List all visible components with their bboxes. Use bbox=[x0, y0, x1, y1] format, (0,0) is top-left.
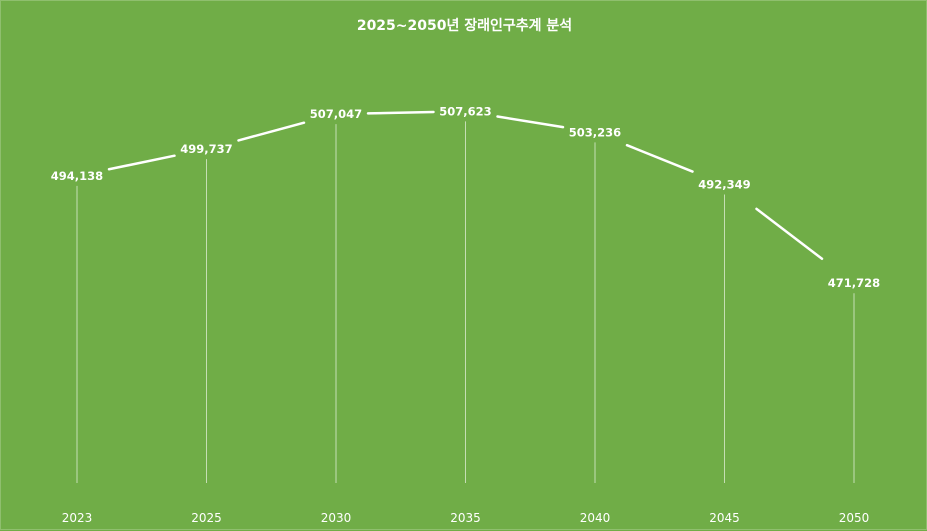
data-label-2045: 492,349 bbox=[698, 177, 750, 191]
series-line-segment-1 bbox=[107, 154, 176, 171]
data-label-2040: 503,236 bbox=[569, 125, 621, 139]
series-line-segment-3 bbox=[366, 110, 435, 115]
x-tick-label-2050: 2050 bbox=[839, 511, 870, 525]
data-label-2023: 494,138 bbox=[51, 169, 103, 183]
series-line-segment-6 bbox=[755, 207, 824, 261]
x-tick-label-2040: 2040 bbox=[580, 511, 611, 525]
x-tick-label-2023: 2023 bbox=[62, 511, 93, 525]
x-tick-label-2035: 2035 bbox=[450, 511, 481, 525]
series-line-segment-4 bbox=[496, 115, 565, 129]
data-label-2050: 471,728 bbox=[828, 276, 880, 290]
x-tick-label-2045: 2045 bbox=[709, 511, 740, 525]
x-tick-label-2025: 2025 bbox=[191, 511, 222, 525]
series-line-segment-2 bbox=[237, 121, 306, 142]
series-line-segment-5 bbox=[625, 143, 694, 173]
data-label-2035: 507,623 bbox=[439, 104, 491, 118]
data-label-2030: 507,047 bbox=[310, 107, 362, 121]
x-tick-label-2030: 2030 bbox=[321, 511, 352, 525]
data-label-2025: 499,737 bbox=[180, 142, 232, 156]
chart-title: 2025~2050년 장래인구추계 분석 bbox=[356, 18, 573, 34]
